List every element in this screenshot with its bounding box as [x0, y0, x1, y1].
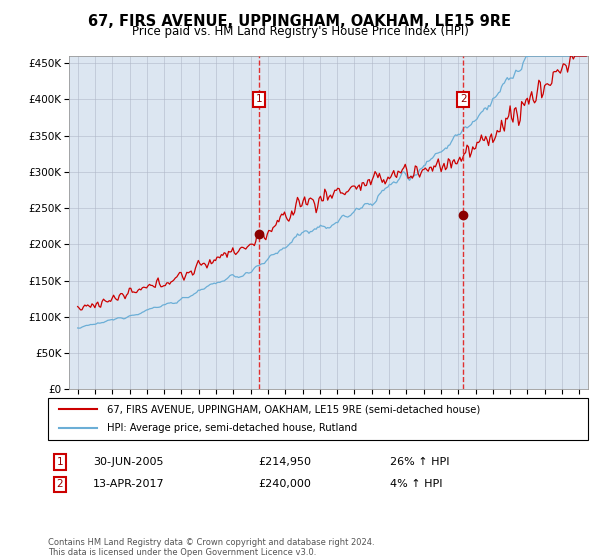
Text: 13-APR-2017: 13-APR-2017 [93, 479, 164, 489]
FancyBboxPatch shape [48, 398, 588, 440]
Text: 67, FIRS AVENUE, UPPINGHAM, OAKHAM, LE15 9RE (semi-detached house): 67, FIRS AVENUE, UPPINGHAM, OAKHAM, LE15… [107, 404, 481, 414]
Text: £240,000: £240,000 [258, 479, 311, 489]
Text: Price paid vs. HM Land Registry's House Price Index (HPI): Price paid vs. HM Land Registry's House … [131, 25, 469, 38]
Text: Contains HM Land Registry data © Crown copyright and database right 2024.
This d: Contains HM Land Registry data © Crown c… [48, 538, 374, 557]
Text: 2: 2 [56, 479, 64, 489]
Text: 4% ↑ HPI: 4% ↑ HPI [390, 479, 443, 489]
Text: 2: 2 [460, 94, 466, 104]
Text: 1: 1 [256, 94, 263, 104]
Text: £214,950: £214,950 [258, 457, 311, 467]
Text: 67, FIRS AVENUE, UPPINGHAM, OAKHAM, LE15 9RE: 67, FIRS AVENUE, UPPINGHAM, OAKHAM, LE15… [89, 14, 511, 29]
Text: 30-JUN-2005: 30-JUN-2005 [93, 457, 163, 467]
Text: 26% ↑ HPI: 26% ↑ HPI [390, 457, 449, 467]
Text: HPI: Average price, semi-detached house, Rutland: HPI: Average price, semi-detached house,… [107, 423, 358, 433]
Text: 1: 1 [56, 457, 64, 467]
